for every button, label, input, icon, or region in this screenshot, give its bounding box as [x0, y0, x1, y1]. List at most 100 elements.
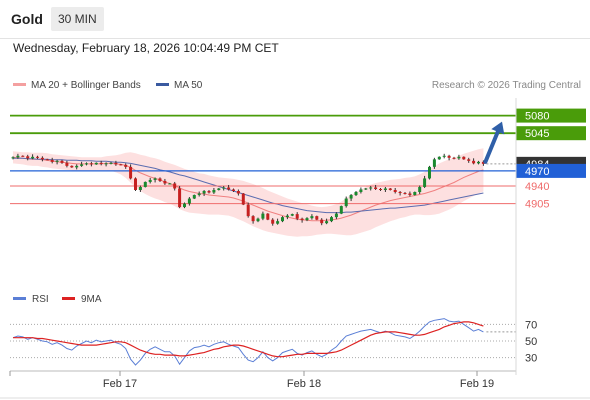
- candle: [232, 188, 235, 193]
- projection-arrow-head: [491, 121, 505, 135]
- candle: [428, 165, 431, 180]
- candle: [178, 185, 182, 209]
- candle-body: [75, 165, 79, 168]
- candle: [408, 191, 412, 197]
- level-tag-5080: [516, 108, 586, 123]
- candle-body: [168, 183, 172, 185]
- candle: [310, 214, 314, 220]
- candle-body: [418, 186, 422, 193]
- candle: [80, 161, 84, 167]
- x-tick-label: Feb 18: [287, 378, 321, 390]
- rsi-swatch: [13, 297, 26, 300]
- candle-body: [413, 192, 417, 196]
- candle-body: [70, 165, 74, 168]
- candle-body: [124, 164, 128, 167]
- candle-body: [31, 156, 35, 159]
- candle: [271, 218, 275, 226]
- candle-body: [432, 159, 436, 167]
- candle: [369, 185, 373, 191]
- candle: [236, 189, 240, 196]
- candle-body: [207, 191, 211, 193]
- candle-body: [232, 189, 235, 191]
- candle: [413, 191, 417, 196]
- candle: [481, 160, 485, 166]
- candle-body: [89, 163, 93, 165]
- candle: [134, 177, 137, 191]
- rsi-tick-30: 30: [525, 353, 537, 365]
- ma50-swatch: [156, 82, 169, 86]
- candle: [330, 216, 333, 223]
- candle: [148, 177, 152, 184]
- candle: [447, 154, 451, 161]
- candle: [55, 159, 59, 165]
- candle-body: [467, 159, 471, 161]
- candle: [114, 160, 118, 166]
- candle-body: [45, 159, 49, 161]
- bollinger-band: [13, 148, 484, 237]
- candle-body: [212, 189, 216, 193]
- candle: [349, 194, 353, 202]
- level-label-4905: 4905: [525, 199, 549, 211]
- candle: [104, 162, 108, 167]
- candle: [354, 191, 358, 197]
- candle: [187, 197, 191, 206]
- candle-body: [285, 215, 289, 218]
- candle-body: [158, 178, 162, 181]
- interval-button[interactable]: 30 MIN: [51, 7, 104, 31]
- candle-body: [437, 156, 441, 160]
- candle: [290, 213, 294, 217]
- candle-body: [266, 213, 270, 220]
- candle-body: [251, 216, 255, 222]
- candle-body: [236, 191, 240, 194]
- candle-body: [472, 160, 476, 164]
- candle: [168, 182, 172, 185]
- candle: [124, 163, 128, 169]
- ma20-label: MA 20 + Bollinger Bands: [31, 80, 141, 91]
- candle: [432, 157, 436, 169]
- candle: [339, 205, 343, 215]
- candle-body: [408, 193, 412, 196]
- candle-body: [55, 160, 59, 162]
- candle: [31, 154, 35, 160]
- candle-body: [94, 162, 98, 165]
- candle-body: [21, 155, 25, 157]
- candle-body: [364, 188, 368, 190]
- candle: [359, 187, 363, 194]
- candle-body: [178, 188, 182, 208]
- rsi-label: RSI: [32, 294, 49, 305]
- candle: [65, 160, 69, 168]
- ma20-swatch: [13, 82, 26, 86]
- candle: [423, 175, 427, 188]
- candle: [462, 156, 466, 160]
- candle-body: [173, 183, 177, 189]
- candle: [26, 154, 30, 161]
- candle-body: [334, 213, 338, 218]
- credit-text: Research © 2026 Trading Central: [431, 80, 581, 91]
- candle: [315, 215, 319, 221]
- candle: [477, 160, 480, 165]
- candle: [320, 218, 324, 226]
- ma50-label: MA 50: [174, 80, 203, 91]
- candle: [36, 155, 39, 159]
- candle-body: [271, 219, 275, 224]
- candle: [437, 156, 441, 160]
- candle-body: [138, 186, 142, 190]
- candle: [183, 202, 186, 209]
- candle-body: [50, 159, 54, 162]
- candle: [70, 165, 74, 168]
- candle: [300, 217, 304, 223]
- candle: [45, 158, 49, 161]
- legend-ma50: MA 50: [156, 80, 202, 91]
- candle-body: [85, 163, 88, 165]
- rsi-ma-swatch: [62, 297, 75, 300]
- candle-body: [339, 206, 343, 214]
- candle: [285, 214, 289, 220]
- candle-body: [290, 214, 294, 216]
- candle-body: [143, 181, 147, 187]
- level-tag-4970: [516, 163, 586, 178]
- legend-ma20: MA 20 + Bollinger Bands: [13, 80, 141, 91]
- candle-body: [256, 218, 260, 222]
- candle: [129, 164, 133, 180]
- candle-body: [398, 192, 402, 194]
